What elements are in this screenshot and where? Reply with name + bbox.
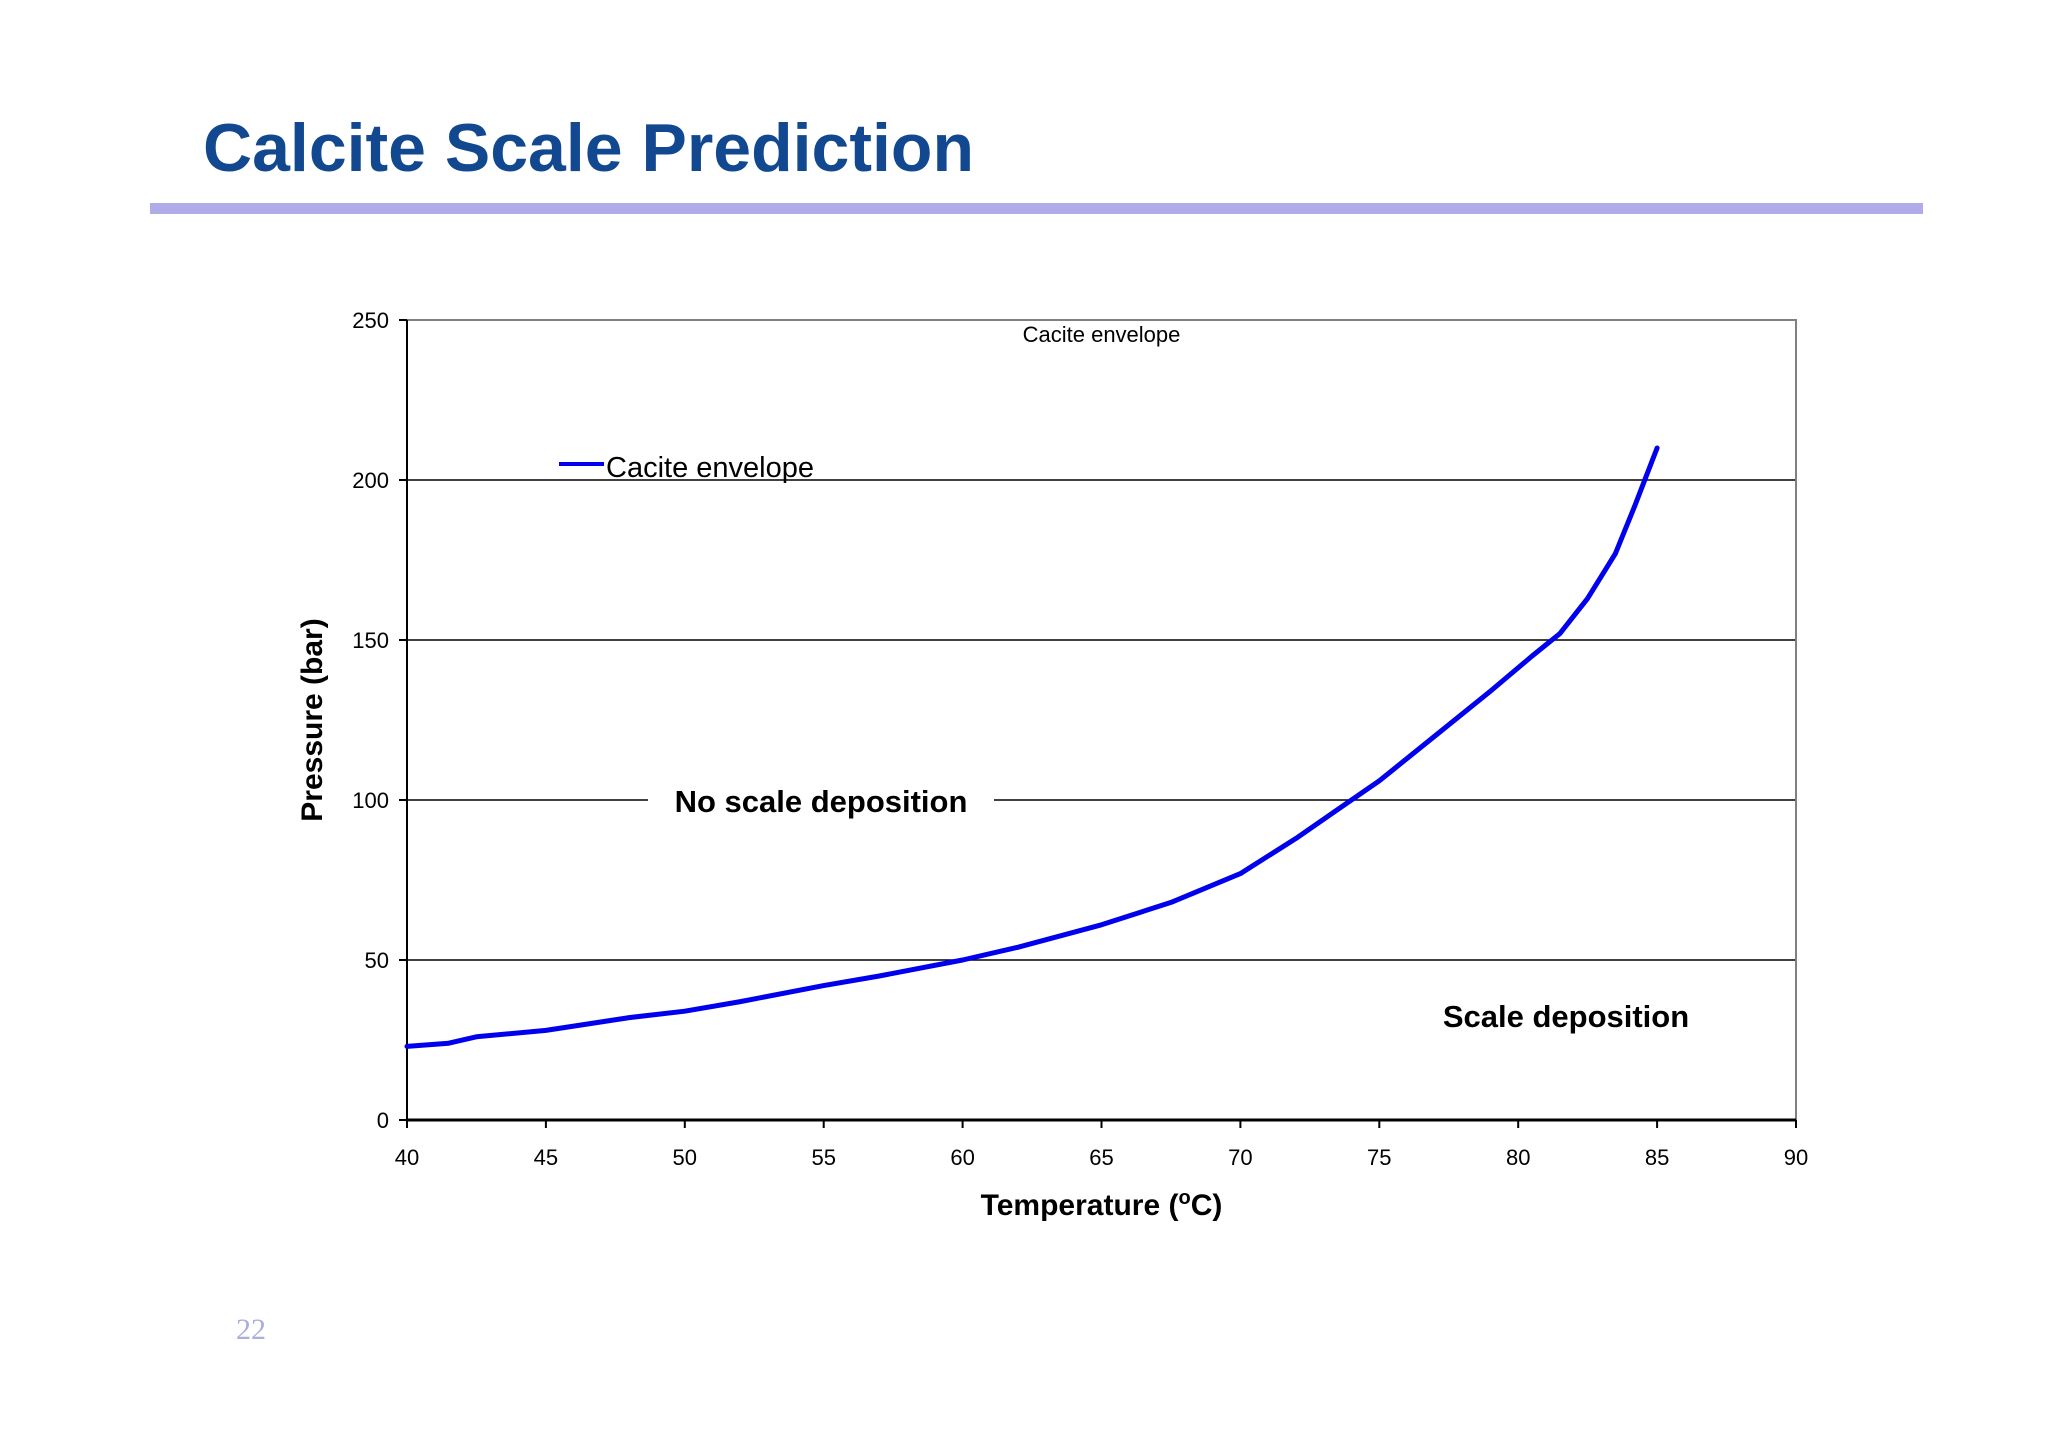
y-tick-label-150: 150: [352, 628, 389, 653]
x-tick-label-50: 50: [673, 1145, 697, 1170]
x-tick-label-40: 40: [395, 1145, 419, 1170]
no-scale-deposition-label: No scale deposition: [675, 784, 968, 819]
x-tick-label-90: 90: [1784, 1145, 1808, 1170]
title-underline: [150, 203, 1923, 214]
y-tick-label-0: 0: [377, 1108, 389, 1133]
chart-title: Cacite envelope: [1023, 322, 1181, 347]
tick-labels: 0 50 100 150 200 250 40 45 50 55 60 65 70 75 80 85 90: [352, 308, 1808, 1170]
x-tick-label-45: 45: [534, 1145, 558, 1170]
x-tick-label-75: 75: [1367, 1145, 1391, 1170]
y-tick-label-250: 250: [352, 308, 389, 333]
legend-label: Cacite envelope: [606, 452, 814, 484]
x-tick-label-70: 70: [1228, 1145, 1252, 1170]
y-tick-label-50: 50: [365, 948, 389, 973]
x-axis-label-end: C): [1191, 1189, 1223, 1222]
scale-deposition-label: Scale deposition: [1443, 999, 1689, 1034]
x-axis-label-main: Temperature (: [981, 1189, 1179, 1222]
x-axis-label-superscript: o: [1178, 1187, 1190, 1209]
axes: [399, 319, 1797, 1128]
no-scale-label-background: [648, 780, 994, 824]
x-tick-label-55: 55: [811, 1145, 835, 1170]
x-tick-label-85: 85: [1645, 1145, 1669, 1170]
series-line-0: [404, 445, 1660, 1049]
y-axis-label: Pressure (bar): [296, 618, 329, 821]
y-tick-label-200: 200: [352, 468, 389, 493]
x-tick-label-80: 80: [1506, 1145, 1530, 1170]
series-layer: [404, 445, 1660, 1049]
x-axis-label: Temperature (oC): [981, 1187, 1223, 1222]
x-tick-label-65: 65: [1089, 1145, 1113, 1170]
y-tick-label-100: 100: [352, 788, 389, 813]
gridlines: [407, 319, 1796, 961]
legend: Cacite envelope: [559, 452, 814, 484]
page-number: 22: [236, 1313, 266, 1346]
slide-title: Calcite Scale Prediction: [203, 110, 974, 186]
x-tick-label-60: 60: [950, 1145, 974, 1170]
